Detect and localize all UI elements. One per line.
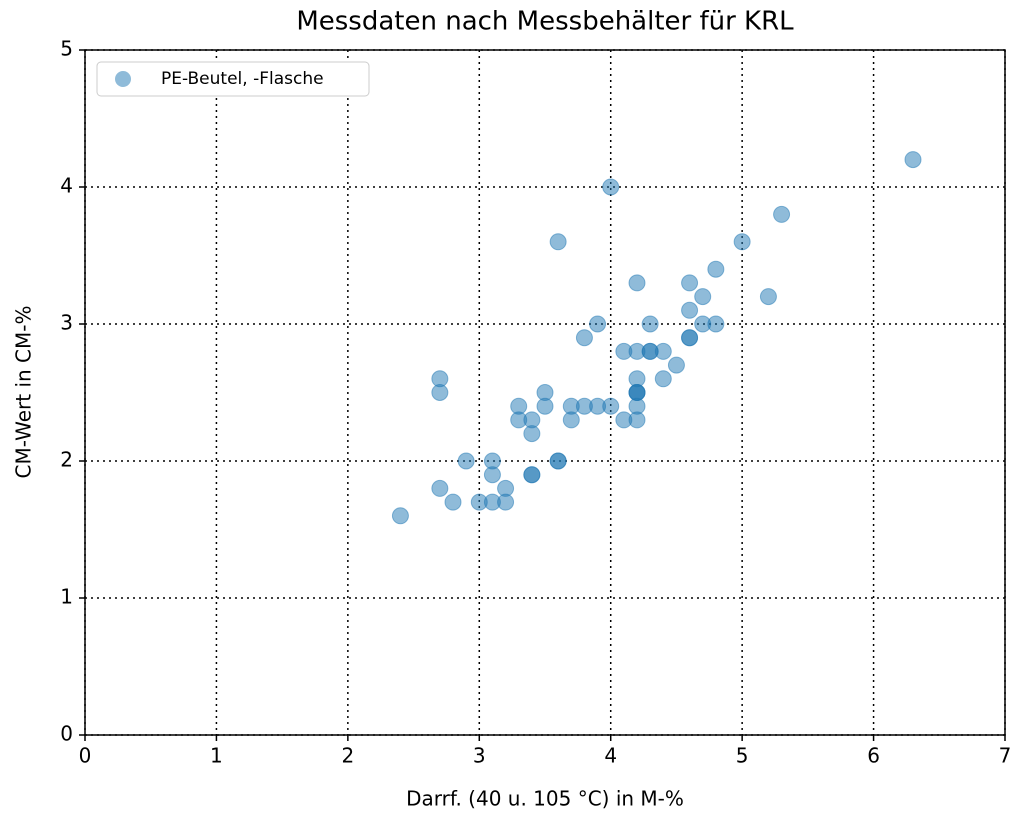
plot-frame [84,49,1006,736]
y-tick-label: 2 [60,448,73,472]
point [759,288,777,306]
point [444,493,462,511]
point [654,370,672,388]
point [483,466,501,484]
x-tick-label: 1 [210,744,223,768]
x-tick-label: 7 [999,744,1012,768]
point [707,315,725,333]
point [391,507,409,525]
point [523,425,541,443]
point [628,411,646,429]
point [733,233,751,251]
point [641,315,659,333]
legend-label: PE-Beutel, -Flasche [161,69,324,89]
point [707,260,725,278]
point [562,411,580,429]
point [575,329,593,347]
point [773,205,791,223]
x-tick-label: 5 [736,744,749,768]
point [497,493,515,511]
point [536,397,554,415]
legend-box [96,61,370,97]
y-tick-label: 4 [60,174,73,198]
point [681,301,699,319]
x-tick-label: 0 [79,744,92,768]
y-axis-label: CM-Wert in CM-% [12,306,36,479]
chart-title: Messdaten nach Messbehälter für KRL [296,7,794,37]
point [694,288,712,306]
point [681,274,699,292]
point [628,274,646,292]
y-tick-label: 1 [60,585,73,609]
x-tick-label: 2 [341,744,354,768]
x-tick-label: 3 [473,744,486,768]
x-tick-label: 6 [867,744,880,768]
point [549,452,567,470]
y-tick-label: 3 [60,311,73,335]
legend-marker [115,71,131,87]
point [667,356,685,374]
x-axis-label: Darrf. (40 u. 105 °C) in M-% [406,787,684,811]
point [523,466,541,484]
x-tick-label: 4 [604,744,617,768]
point [681,329,699,347]
point [431,384,449,401]
point [589,315,607,333]
y-tick-label: 5 [60,37,73,61]
point [457,452,475,470]
point [904,151,922,169]
point [549,233,567,251]
point [431,479,449,497]
point [654,342,672,360]
point [602,397,620,415]
point [602,178,620,196]
y-tick-label: 0 [60,722,73,746]
